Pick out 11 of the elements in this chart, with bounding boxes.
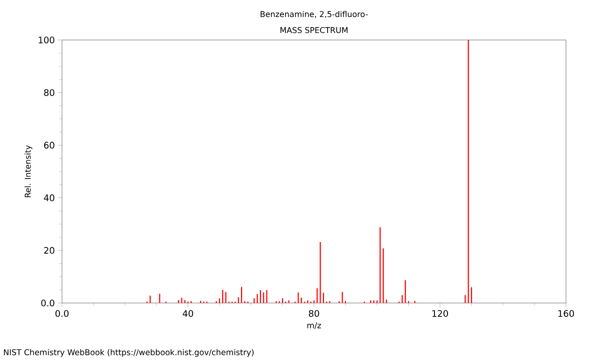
y-tick-label: 20 <box>44 247 54 254</box>
y-tick-label: 0.0 <box>41 300 54 306</box>
y-tick-label: 80 <box>44 89 54 96</box>
y-tick-label: 40 <box>44 194 54 202</box>
x-tick-label: 0.0 <box>55 310 69 317</box>
x-tick-label: 40 <box>182 310 194 317</box>
y-tick-label: 100 <box>38 36 54 44</box>
y-tick-label: 60 <box>44 142 54 149</box>
x-tick-label: 80 <box>308 310 320 317</box>
x-tick-label: 120 <box>432 310 448 317</box>
x-tick-label: 160 <box>558 310 574 317</box>
